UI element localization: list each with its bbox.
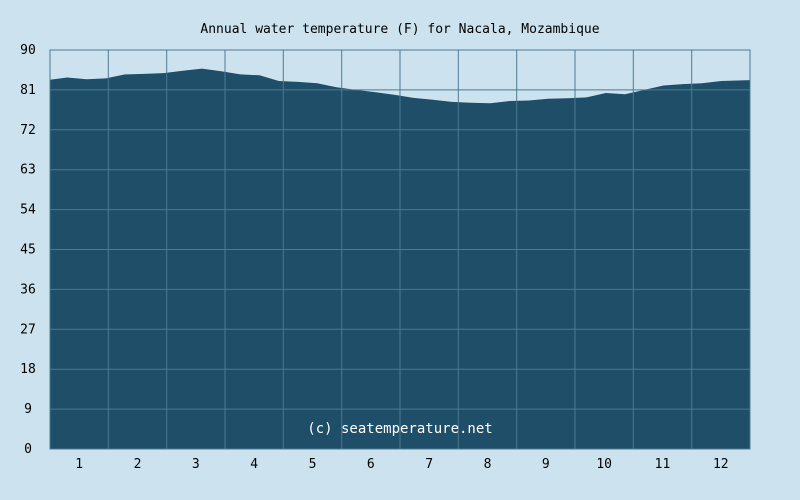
x-tick-label: 12 bbox=[713, 457, 729, 472]
y-tick-label: 54 bbox=[20, 203, 36, 218]
y-tick-label: 45 bbox=[20, 243, 36, 258]
y-tick-label: 72 bbox=[20, 123, 36, 138]
x-tick-label: 9 bbox=[542, 457, 550, 472]
x-tick-label: 11 bbox=[655, 457, 671, 472]
x-tick-label: 6 bbox=[367, 457, 375, 472]
x-tick-label: 2 bbox=[134, 457, 142, 472]
plot-frame bbox=[49, 49, 751, 450]
x-tick-label: 10 bbox=[596, 457, 612, 472]
y-tick-label: 36 bbox=[20, 282, 36, 297]
y-tick-label: 0 bbox=[24, 442, 32, 457]
y-tick-label: 63 bbox=[20, 163, 36, 178]
x-tick-label: 7 bbox=[425, 457, 433, 472]
y-tick-label: 18 bbox=[20, 362, 36, 377]
y-tick-label: 9 bbox=[24, 402, 32, 417]
y-tick-label: 90 bbox=[20, 43, 36, 58]
y-tick-label: 81 bbox=[20, 83, 36, 98]
x-tick-label: 3 bbox=[192, 457, 200, 472]
x-tick-label: 5 bbox=[309, 457, 317, 472]
chart-title: Annual water temperature (F) for Nacala,… bbox=[200, 22, 599, 37]
y-tick-label: 27 bbox=[20, 322, 36, 337]
x-tick-label: 1 bbox=[75, 457, 83, 472]
x-tick-label: 4 bbox=[250, 457, 258, 472]
x-tick-label: 8 bbox=[484, 457, 492, 472]
watermark: (c) seatemperature.net bbox=[307, 421, 492, 437]
